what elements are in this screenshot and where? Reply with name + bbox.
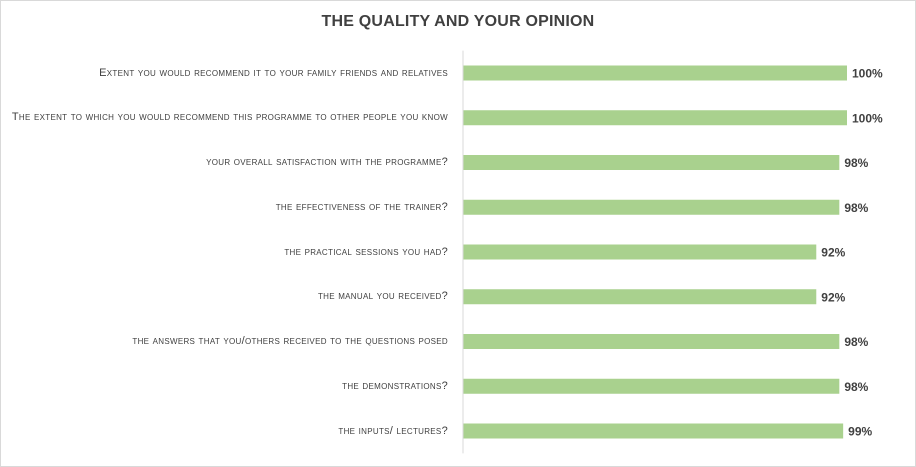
category-label-5: the practical sessions you had?	[284, 245, 448, 258]
data-label-1: 100%	[852, 67, 883, 81]
bar-1	[463, 65, 847, 81]
data-label-7: 98%	[844, 335, 868, 349]
category-label-1: Extent you would recommend it to your fa…	[99, 66, 448, 79]
data-label-6: 92%	[821, 290, 845, 304]
data-label-8: 98%	[844, 380, 868, 394]
category-label-7: the answers that you/others received to …	[132, 335, 448, 347]
data-label-9: 99%	[848, 425, 872, 439]
category-label-4: the effectiveness of the trainer?	[275, 200, 448, 213]
bar-5	[463, 244, 817, 260]
category-label-9: the inputs/ lectures?	[338, 424, 448, 437]
category-label-3: your overall satisfaction with the progr…	[206, 156, 448, 168]
category-label-2: The extent to which you would recommend …	[11, 111, 448, 124]
category-label-6: the manual you received?	[317, 290, 448, 303]
bar-6	[463, 289, 817, 305]
bar-8	[463, 378, 840, 394]
data-label-5: 92%	[821, 246, 845, 260]
bar-7	[463, 334, 840, 349]
data-label-3: 98%	[844, 156, 868, 170]
bar-4	[463, 199, 840, 215]
data-label-4: 98%	[844, 201, 868, 215]
bar-3	[463, 155, 840, 170]
chart-title: THE QUALITY AND YOUR OPINION	[321, 13, 595, 30]
bar-9	[463, 423, 844, 439]
data-label-2: 100%	[852, 111, 883, 125]
bar-2	[463, 110, 847, 126]
category-label-8: the demonstrations?	[342, 379, 448, 392]
